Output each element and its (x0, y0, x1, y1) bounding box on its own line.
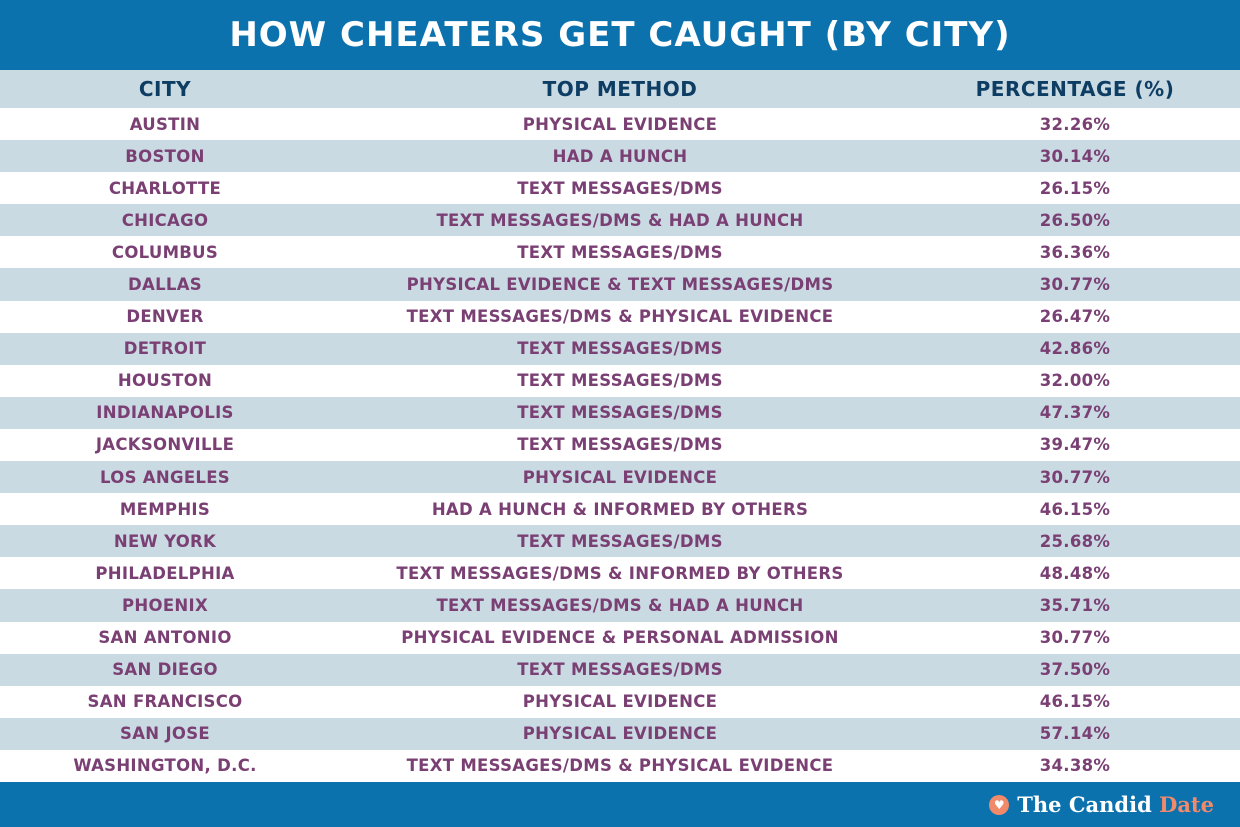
city-cell: HOUSTON (117, 371, 213, 391)
percentage-cell: 39.47% (1039, 435, 1111, 455)
table-row: SAN JOSE PHYSICAL EVIDENCE 57.14% (0, 717, 1240, 750)
method-cell: TEXT MESSAGES/DMS (517, 435, 723, 455)
table-row: DENVER TEXT MESSAGES/DMS & PHYSICAL EVIDE… (0, 300, 1240, 333)
footer-bar: ♥ The Candid Date (0, 782, 1240, 827)
city-cell: DETROIT (123, 339, 207, 359)
table-row: SAN FRANCISCO PHYSICAL EVIDENCE 46.15% (0, 685, 1240, 718)
percentage-cell: 36.36% (1039, 242, 1111, 262)
table-row: SAN ANTONIO PHYSICAL EVIDENCE & PERSONAL … (0, 621, 1240, 654)
table-body: AUSTIN PHYSICAL EVIDENCE 32.26% BOSTON HAD A… (0, 108, 1240, 782)
method-cell: TEXT MESSAGES/DMS (517, 403, 723, 423)
method-cell: TEXT MESSAGES/DMS (517, 531, 723, 551)
city-cell: BOSTON (125, 146, 205, 166)
percentage-cell: 30.77% (1039, 275, 1111, 295)
table-row: CHICAGO TEXT MESSAGES/DMS & HAD A HUNCH 26… (0, 204, 1240, 237)
method-cell: TEXT MESSAGES/DMS & HAD A HUNCH (436, 210, 804, 230)
percentage-cell: 30.77% (1039, 467, 1111, 487)
method-cell: PHYSICAL EVIDENCE (522, 692, 718, 712)
method-cell: PHYSICAL EVIDENCE & PERSONAL ADMISSION (401, 628, 839, 648)
city-cell: MEMPHIS (119, 499, 211, 519)
page-title: HOW CHEATERS GET CAUGHT (BY CITY) (229, 15, 1011, 55)
percentage-cell: 26.50% (1039, 210, 1111, 230)
city-cell: LOS ANGELES (100, 467, 230, 487)
table-row: DALLAS PHYSICAL EVIDENCE & TEXT MESSAGES/… (0, 268, 1240, 301)
table-row: JACKSONVILLE TEXT MESSAGES/DMS 39.47% (0, 428, 1240, 462)
table-row: COLUMBUS TEXT MESSAGES/DMS 36.36% (0, 236, 1240, 269)
method-cell: TEXT MESSAGES/DMS (517, 178, 723, 198)
percentage-cell: 32.26% (1039, 114, 1111, 134)
percentage-cell: 35.71% (1039, 595, 1111, 615)
percentage-cell: 34.38% (1039, 756, 1111, 776)
brand-name: The Candid Date (1017, 792, 1214, 817)
title-bar: HOW CHEATERS GET CAUGHT (BY CITY) (0, 0, 1240, 70)
table-row: BOSTON HAD A HUNCH 30.14% (0, 140, 1240, 173)
percentage-cell: 37.50% (1039, 660, 1111, 680)
method-cell: TEXT MESSAGES/DMS & PHYSICAL EVIDENCE (406, 756, 834, 776)
percentage-cell: 47.37% (1039, 403, 1111, 423)
method-cell: HAD A HUNCH (552, 146, 688, 166)
method-cell: HAD A HUNCH & INFORMED BY OTHERS (431, 499, 809, 519)
method-cell: TEXT MESSAGES/DMS (517, 339, 723, 359)
brand-name-part1: The Candid (1017, 792, 1152, 817)
table-row: AUSTIN PHYSICAL EVIDENCE 32.26% (0, 108, 1240, 141)
method-cell: PHYSICAL EVIDENCE (522, 724, 718, 744)
percentage-cell: 42.86% (1039, 339, 1111, 359)
brand-name-part2: Date (1159, 792, 1214, 817)
percentage-cell: 57.14% (1039, 724, 1111, 744)
method-cell: TEXT MESSAGES/DMS & PHYSICAL EVIDENCE (406, 307, 834, 327)
table-header: CITY TOP METHOD PERCENTAGE (%) (0, 70, 1240, 108)
percentage-cell: 25.68% (1039, 531, 1111, 551)
method-cell: TEXT MESSAGES/DMS (517, 371, 723, 391)
percentage-cell: 46.15% (1039, 499, 1111, 519)
table-row: PHOENIX TEXT MESSAGES/DMS & HAD A HUNCH 35… (0, 589, 1240, 622)
table-row: WASHINGTON, D.C. TEXT MESSAGES/DMS & PHYS… (0, 749, 1240, 782)
table-row: SAN DIEGO TEXT MESSAGES/DMS 37.50% (0, 653, 1240, 686)
city-cell: WASHINGTON, D.C. (73, 756, 257, 776)
method-cell: PHYSICAL EVIDENCE (522, 114, 718, 134)
percentage-cell: 30.14% (1039, 146, 1111, 166)
table-row: LOS ANGELES PHYSICAL EVIDENCE 30.77% (0, 461, 1240, 494)
city-cell: CHICAGO (121, 210, 209, 230)
city-cell: PHOENIX (122, 595, 208, 615)
table-row: HOUSTON TEXT MESSAGES/DMS 32.00% (0, 364, 1240, 397)
method-cell: TEXT MESSAGES/DMS & INFORMED BY OTHERS (396, 563, 844, 583)
percentage-cell: 46.15% (1039, 692, 1111, 712)
table-row: DETROIT TEXT MESSAGES/DMS 42.86% (0, 332, 1240, 365)
method-cell: TEXT MESSAGES/DMS (517, 242, 723, 262)
method-cell: TEXT MESSAGES/DMS & HAD A HUNCH (436, 595, 804, 615)
method-cell: PHYSICAL EVIDENCE (522, 467, 718, 487)
percentage-cell: 30.77% (1039, 628, 1111, 648)
city-cell: SAN DIEGO (112, 660, 218, 680)
percentage-cell: 48.48% (1039, 563, 1111, 583)
city-cell: SAN JOSE (120, 724, 210, 744)
column-header-percentage: PERCENTAGE (%) (975, 77, 1175, 101)
percentage-cell: 26.47% (1039, 307, 1111, 327)
heart-icon: ♥ (989, 794, 1010, 815)
column-header-top-method: TOP METHOD (542, 77, 698, 101)
table-row: NEW YORK TEXT MESSAGES/DMS 25.68% (0, 525, 1240, 558)
city-cell: COLUMBUS (111, 242, 219, 262)
table-row: CHARLOTTE TEXT MESSAGES/DMS 26.15% (0, 172, 1240, 205)
city-cell: NEW YORK (113, 531, 217, 551)
method-cell: TEXT MESSAGES/DMS (517, 660, 723, 680)
city-cell: DALLAS (128, 275, 202, 295)
city-cell: DENVER (126, 307, 204, 327)
city-cell: INDIANAPOLIS (96, 403, 234, 423)
method-cell: PHYSICAL EVIDENCE & TEXT MESSAGES/DMS (406, 275, 834, 295)
table-row: INDIANAPOLIS TEXT MESSAGES/DMS 47.37% (0, 396, 1240, 429)
table-row: PHILADELPHIA TEXT MESSAGES/DMS & INFORMED… (0, 557, 1240, 590)
city-cell: PHILADELPHIA (95, 563, 235, 583)
column-header-city: CITY (138, 77, 192, 101)
city-cell: CHARLOTTE (108, 178, 222, 198)
city-cell: SAN FRANCISCO (87, 692, 243, 712)
table-row: MEMPHIS HAD A HUNCH & INFORMED BY OTHERS 4… (0, 493, 1240, 526)
city-cell: AUSTIN (129, 114, 201, 134)
percentage-cell: 32.00% (1039, 371, 1111, 391)
city-cell: SAN ANTONIO (98, 628, 232, 648)
city-cell: JACKSONVILLE (95, 435, 235, 455)
percentage-cell: 26.15% (1039, 178, 1111, 198)
brand-logo: ♥ The Candid Date (989, 782, 1214, 827)
